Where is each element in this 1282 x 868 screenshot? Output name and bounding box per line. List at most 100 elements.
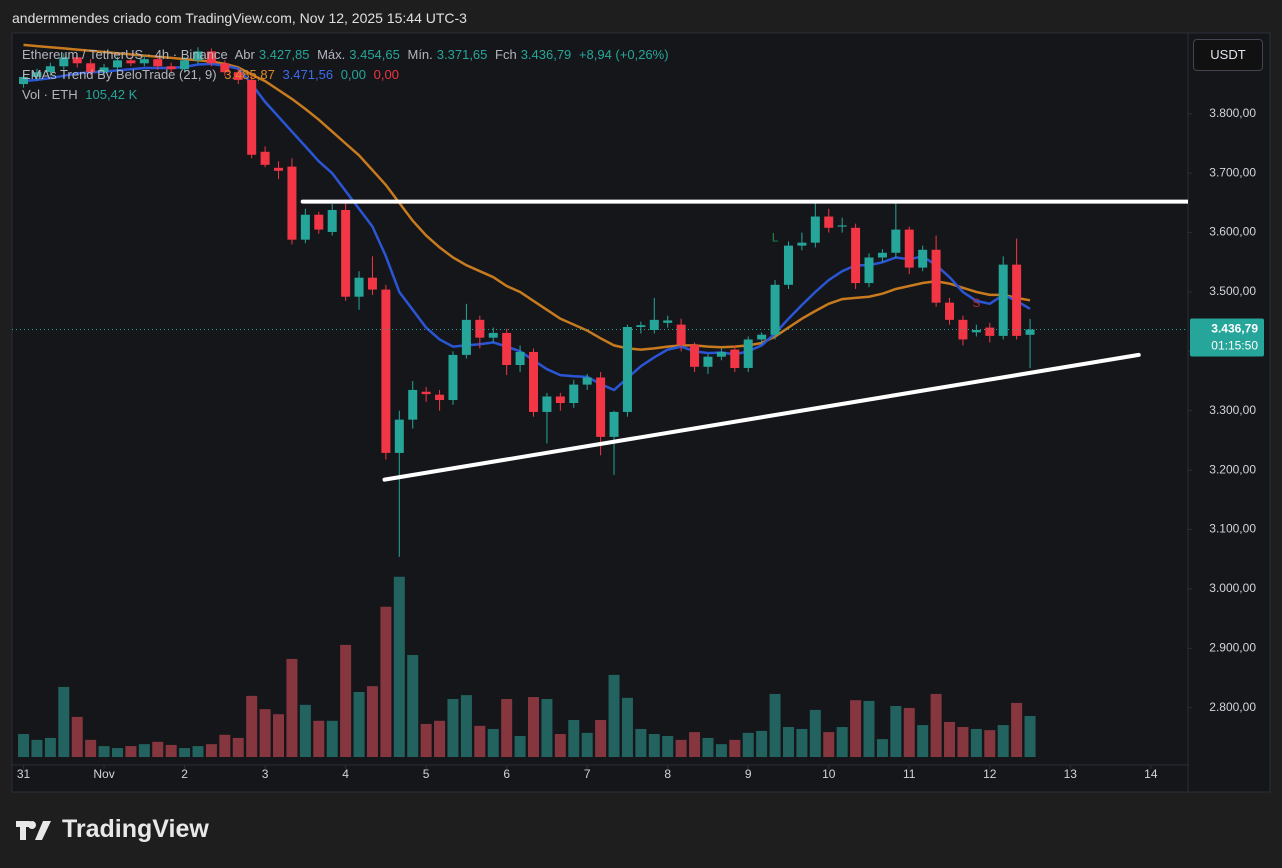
ohlc-label: Mín.: [407, 47, 433, 62]
candle-body: [703, 356, 713, 367]
candle-body: [837, 225, 847, 227]
symbol: Ethereum / TetherUS · 4h · Binance: [22, 47, 228, 62]
volume-bar: [608, 674, 620, 757]
volume-bar: [420, 723, 432, 757]
volume-bar: [903, 707, 915, 757]
candle-body: [931, 249, 941, 303]
countdown: 01:15:50: [1211, 339, 1258, 353]
candle-body: [59, 57, 69, 67]
volume-bar: [621, 697, 633, 757]
candle-body: [193, 51, 203, 61]
candle-body: [649, 319, 659, 330]
volume-bar: [930, 693, 942, 757]
candle-body: [488, 332, 498, 338]
x-tick-label: 5: [423, 767, 430, 781]
candle-body: [394, 419, 404, 453]
volume-bar: [71, 716, 83, 757]
volume-bar: [742, 732, 754, 757]
candle-body: [260, 151, 270, 165]
currency-button[interactable]: USDT: [1193, 39, 1263, 71]
change: +8,94 (+0,26%): [578, 47, 669, 62]
candle-body: [743, 339, 753, 368]
candle-body: [797, 242, 807, 246]
candle-body: [851, 227, 861, 284]
volume-bar: [581, 732, 593, 757]
candle-body: [985, 327, 995, 336]
volume-bar: [85, 739, 97, 757]
x-tick-label: 11: [903, 767, 916, 781]
volume-bar: [31, 739, 43, 757]
x-tick-label: 13: [1064, 767, 1078, 781]
volume-bar: [98, 746, 110, 757]
x-tick-label: 31: [17, 767, 31, 781]
volume-bar: [1011, 702, 1023, 757]
candle-body: [112, 60, 122, 68]
candle-body: [904, 229, 914, 268]
candle-body: [971, 329, 981, 333]
volume-bar: [1024, 715, 1036, 757]
ema-line: [23, 62, 1031, 392]
candle-body: [757, 334, 767, 340]
volume-bar: [796, 728, 808, 757]
volume-bar: [944, 721, 956, 757]
volume-bar: [380, 606, 392, 757]
y-tick-label: 3.100,00: [1209, 522, 1256, 536]
volume-bar: [595, 720, 607, 757]
signal-label: S: [972, 296, 980, 310]
y-tick-label: 2.800,00: [1209, 700, 1256, 714]
volume-bar: [876, 739, 888, 757]
candle-body: [19, 76, 29, 85]
ohlc-value: 3.427,85: [258, 47, 310, 62]
volume-bar: [393, 576, 405, 757]
brand-name: TradingView: [62, 815, 209, 843]
indicator-value: 3.471,56: [282, 67, 334, 82]
candle-body: [99, 67, 109, 73]
x-tick-label: 2: [181, 767, 188, 781]
y-tick-label: 3.200,00: [1209, 462, 1256, 476]
volume-bar: [675, 739, 687, 757]
candle-body: [542, 396, 552, 412]
volume-bar: [366, 686, 378, 757]
y-tick-label: 3.700,00: [1209, 165, 1256, 179]
candle-body: [341, 209, 351, 297]
volume-bar: [997, 725, 1009, 757]
ohlc-value: 3.371,65: [436, 47, 488, 62]
indicator-name: EMAs Trend By BeloTrade (21, 9): [22, 67, 217, 82]
volume-bar: [326, 720, 338, 757]
candle-body: [596, 377, 606, 437]
candle-body: [958, 319, 968, 340]
x-tick-label: 14: [1144, 767, 1158, 781]
ohlc-label: Fch: [495, 47, 517, 62]
candle-body: [945, 302, 955, 320]
volume-bar: [259, 709, 271, 757]
volume-bar: [152, 741, 164, 757]
candle-body: [247, 79, 257, 155]
candle-body: [180, 60, 190, 70]
legend-volume: Vol · ETH 105,42 K: [22, 85, 673, 105]
candle-body: [502, 332, 512, 366]
candle-body: [153, 59, 163, 67]
volume-bar: [917, 725, 929, 757]
volume-bar: [541, 699, 553, 757]
volume-name: Vol · ETH: [22, 87, 78, 102]
volume-bar: [554, 734, 566, 757]
volume-bar: [514, 735, 526, 757]
ohlc-value: 3.436,79: [520, 47, 572, 62]
candle-body: [461, 319, 471, 355]
candle-body: [609, 411, 619, 437]
volume-bar: [58, 686, 70, 757]
candle-body: [569, 384, 579, 404]
indicator-value: 0,00: [373, 67, 399, 82]
volume-bar: [18, 734, 30, 757]
volume-bar: [353, 691, 365, 757]
candle-body: [220, 63, 230, 73]
y-tick-label: 3.300,00: [1209, 403, 1256, 417]
x-tick-label: 3: [262, 767, 269, 781]
candle-body: [32, 72, 42, 77]
ohlc-value: 3.454,65: [349, 47, 400, 62]
volume-bar: [474, 725, 486, 757]
candle-body: [891, 229, 901, 253]
candle-body: [877, 252, 887, 258]
volume-bar: [434, 720, 446, 757]
